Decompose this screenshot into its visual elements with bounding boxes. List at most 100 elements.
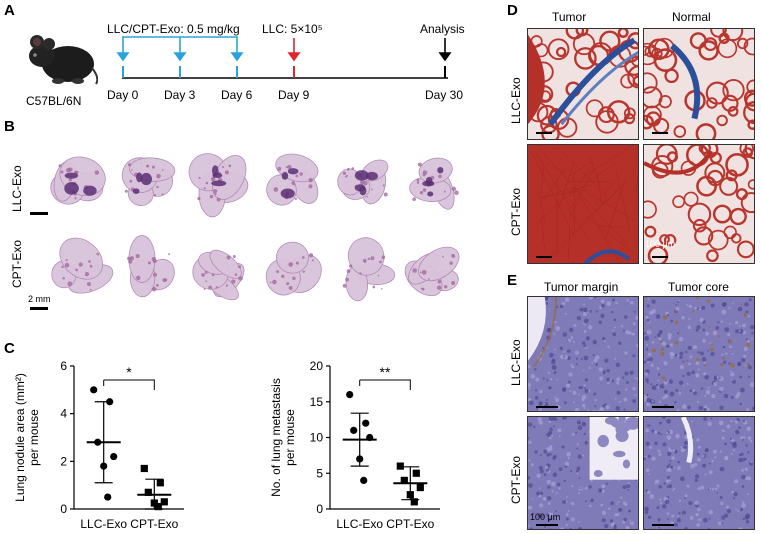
y-tick-label: 15 bbox=[310, 395, 324, 409]
y-tick-label: 5 bbox=[316, 466, 323, 480]
y-tick-label: 4 bbox=[60, 407, 67, 421]
lung-section bbox=[188, 153, 249, 218]
data-point bbox=[406, 491, 414, 499]
data-point bbox=[396, 462, 404, 470]
row-label-e-llc: LLC-Exo bbox=[509, 339, 523, 386]
panel-letter-d: D bbox=[507, 2, 518, 19]
panel-letter-b: B bbox=[4, 118, 15, 135]
chart-1: 0 2 4 6 LLC-Exo CPT-Exo Lung nodule area (mm²)… bbox=[13, 359, 184, 531]
y-axis-label: Lung nodule area (mm²) bbox=[13, 373, 27, 502]
data-point bbox=[356, 455, 364, 463]
data-point bbox=[160, 498, 168, 506]
day-label-9: Day 9 bbox=[278, 88, 310, 102]
data-point bbox=[104, 493, 112, 501]
data-point bbox=[156, 479, 164, 487]
data-point bbox=[350, 426, 358, 434]
scale-bar-label-b: 2 mm bbox=[28, 294, 51, 304]
image-e-llc-core bbox=[643, 296, 755, 412]
day-label-6: Day 6 bbox=[221, 88, 253, 102]
lung-section bbox=[342, 237, 396, 302]
image-e-llc-margin bbox=[527, 296, 639, 412]
lung-section bbox=[50, 156, 106, 205]
y-tick-label: 2 bbox=[60, 454, 67, 468]
image-e-cpt-margin bbox=[527, 416, 639, 530]
x-tick-label: CPT-Exo bbox=[386, 517, 434, 531]
y-axis-label: No. of lung metastasis bbox=[269, 378, 283, 497]
data-point bbox=[90, 386, 98, 394]
data-point bbox=[144, 488, 152, 496]
data-point bbox=[360, 476, 368, 484]
image-e-cpt-core bbox=[643, 416, 755, 530]
x-tick-label: LLC-Exo bbox=[336, 517, 383, 531]
panel-letter-e: E bbox=[507, 272, 518, 289]
y-tick-label: 0 bbox=[316, 502, 323, 516]
data-point bbox=[94, 438, 102, 446]
image-d-llc-normal bbox=[643, 28, 755, 140]
significance-bracket bbox=[103, 379, 155, 390]
data-point bbox=[400, 476, 408, 484]
data-point bbox=[362, 419, 370, 427]
analysis-label: Analysis bbox=[420, 22, 465, 36]
chart-2: 0 5 10 15 20 LLC-Exo CPT-Exo No. of lung metast… bbox=[269, 359, 440, 531]
significance-label: * bbox=[126, 364, 132, 380]
col-label-tumor-margin: Tumor margin bbox=[544, 280, 619, 294]
lung-section bbox=[337, 159, 389, 205]
col-label-tumor: Tumor bbox=[552, 10, 587, 24]
col-label-tumor-core: Tumor core bbox=[668, 280, 729, 294]
treatment-arrows bbox=[116, 37, 244, 62]
lung-section bbox=[404, 246, 460, 297]
data-point bbox=[346, 391, 354, 399]
analysis-arrow bbox=[438, 38, 452, 62]
significance-label: ** bbox=[380, 364, 391, 380]
lung-section bbox=[265, 241, 322, 296]
y-tick-label: 10 bbox=[310, 431, 324, 445]
day-label-30: Day 30 bbox=[425, 88, 464, 102]
y-axis-label: per mouse bbox=[283, 409, 297, 466]
challenge-label: LLC: 5×10⁵ bbox=[262, 22, 323, 36]
x-tick-label: CPT-Exo bbox=[130, 517, 178, 531]
data-point bbox=[150, 499, 158, 507]
mouse-icon bbox=[29, 35, 98, 85]
row-label-e-cpt: CPT-Exo bbox=[509, 455, 523, 504]
significance-bracket bbox=[359, 379, 411, 390]
challenge-arrow bbox=[287, 38, 301, 62]
data-point bbox=[140, 464, 148, 473]
lung-section bbox=[409, 157, 459, 210]
panel-letter-a: A bbox=[4, 2, 15, 19]
data-point bbox=[412, 469, 420, 477]
scale-bar-label-e: 100 μm bbox=[530, 512, 561, 522]
image-d-cpt-tumor bbox=[527, 144, 639, 264]
scale-bar-label-d: 100 μm bbox=[645, 239, 676, 249]
image-d-llc-tumor bbox=[527, 28, 639, 140]
lung-section bbox=[192, 249, 245, 301]
y-tick-label: 0 bbox=[60, 502, 67, 516]
row-label-d-cpt: CPT-Exo bbox=[509, 187, 523, 236]
lung-section bbox=[266, 153, 319, 206]
lung-section bbox=[127, 235, 175, 298]
day-label-3: Day 3 bbox=[164, 88, 196, 102]
lung-section bbox=[121, 157, 176, 207]
lung-section bbox=[51, 237, 114, 294]
lung-sections-image bbox=[50, 153, 460, 302]
y-axis-label: per mouse bbox=[27, 409, 41, 466]
panel-letter-c: C bbox=[4, 340, 15, 357]
scale-bar-b1 bbox=[30, 212, 48, 215]
y-tick-label: 6 bbox=[60, 359, 67, 373]
image-d-cpt-normal bbox=[643, 144, 755, 264]
mouse-strain-label: C57BL/6N bbox=[26, 94, 82, 108]
data-point bbox=[416, 483, 424, 492]
y-tick-label: 20 bbox=[310, 359, 324, 373]
data-point bbox=[106, 398, 114, 406]
data-point bbox=[110, 452, 118, 461]
data-point bbox=[100, 462, 108, 470]
treatment-label: LLC/CPT-Exo: 0.5 mg/kg bbox=[107, 22, 240, 36]
timeline-diagram bbox=[116, 36, 452, 79]
data-point bbox=[366, 433, 374, 442]
col-label-normal: Normal bbox=[672, 10, 711, 24]
row-label-llc-exo: LLC-Exo bbox=[10, 165, 24, 212]
row-label-cpt-exo: CPT-Exo bbox=[10, 239, 24, 288]
row-label-d-llc: LLC-Exo bbox=[509, 77, 523, 124]
x-tick-label: LLC-Exo bbox=[80, 517, 127, 531]
scale-bar-b2 bbox=[30, 307, 48, 310]
